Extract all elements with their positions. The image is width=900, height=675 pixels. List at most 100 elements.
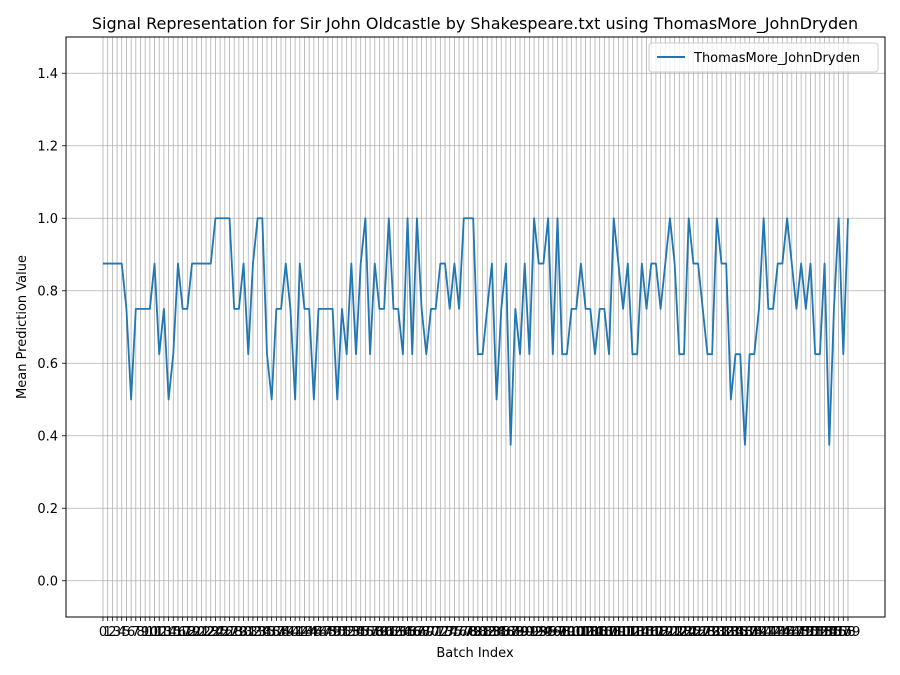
y-tick-label: 0.8 [37, 284, 58, 299]
x-tick-label: 145 [770, 625, 795, 640]
x-tick-label: 86 [498, 625, 515, 640]
x-tick-label: 3 [113, 625, 121, 640]
y-axis-label: Mean Prediction Value [15, 255, 30, 399]
x-tick-label: 12 [151, 625, 168, 640]
x-tick-label: 131 [704, 625, 729, 640]
x-tick-label: 122 [662, 625, 687, 640]
x-tick-label: 101 [564, 625, 589, 640]
x-tick-label: 102 [569, 625, 594, 640]
x-tick-label: 76 [451, 625, 468, 640]
y-tick-label: 0.0 [37, 574, 58, 589]
x-tick-label: 60 [376, 625, 393, 640]
x-tick-label: 15 [165, 625, 182, 640]
x-tick-label: 149 [789, 625, 814, 640]
x-tick-label: 137 [733, 625, 758, 640]
x-tick-label: 25 [212, 625, 229, 640]
x-tick-label: 47 [315, 625, 332, 640]
x-tick-label: 107 [592, 625, 617, 640]
x-tick-label: 8 [136, 625, 144, 640]
x-tick-label: 92 [526, 625, 543, 640]
x-tick-label: 6 [127, 625, 135, 640]
x-tick-label: 91 [521, 625, 538, 640]
y-tick-label: 0.6 [37, 357, 58, 372]
x-tick-label: 84 [488, 625, 505, 640]
x-tick-label: 44 [301, 625, 318, 640]
chart-title: Signal Representation for Sir John Oldca… [92, 14, 858, 34]
x-tick-label: 42 [292, 625, 309, 640]
y-tick-label: 0.4 [37, 429, 58, 444]
x-tick-label: 1 [104, 625, 112, 640]
x-tick-label: 158 [831, 625, 856, 640]
x-tick-label: 54 [348, 625, 365, 640]
x-tick-label: 55 [352, 625, 369, 640]
x-tick-label: 65 [399, 625, 416, 640]
x-tick-label: 123 [667, 625, 692, 640]
x-tick-label: 134 [718, 625, 743, 640]
x-tick-label: 69 [418, 625, 435, 640]
x-tick-label: 16 [170, 625, 187, 640]
x-tick-label: 75 [446, 625, 463, 640]
series-line-thomasmore-johndryden [103, 217, 849, 446]
x-tick-label: 63 [390, 625, 407, 640]
x-tick-label: 35 [259, 625, 276, 640]
x-tick-label: 7 [132, 625, 140, 640]
x-tick-label: 113 [620, 625, 645, 640]
x-tick-label: 117 [639, 625, 664, 640]
x-tick-label: 51 [334, 625, 351, 640]
x-tick-label: 24 [207, 625, 224, 640]
x-tick-label: 99 [559, 625, 576, 640]
x-tick-label: 64 [395, 625, 412, 640]
x-tick-label: 138 [737, 625, 762, 640]
x-tick-label: 133 [714, 625, 739, 640]
x-tick-label: 72 [432, 625, 449, 640]
x-tick-label: 100 [559, 625, 584, 640]
y-tick-label: 1.0 [37, 212, 58, 227]
y-tick-label: 1.4 [37, 67, 58, 82]
x-tick-label: 43 [296, 625, 313, 640]
x-tick-label: 147 [779, 625, 804, 640]
x-tick-label: 37 [268, 625, 285, 640]
x-tick-label: 5 [122, 625, 130, 640]
x-tick-label: 70 [423, 625, 440, 640]
x-tick-label: 4 [118, 625, 126, 640]
x-tick-label: 58 [366, 625, 383, 640]
x-tick-label: 150 [793, 625, 818, 640]
x-tick-label: 38 [273, 625, 290, 640]
x-tick-label: 32 [245, 625, 262, 640]
x-tick-label: 103 [573, 625, 598, 640]
x-tick-label: 10 [142, 625, 159, 640]
x-tick-label: 81 [474, 625, 491, 640]
plot-frame [65, 36, 886, 618]
x-tick-label: 114 [625, 625, 650, 640]
x-tick-label: 83 [484, 625, 501, 640]
x-tick-label: 48 [320, 625, 337, 640]
x-tick-label: 124 [672, 625, 697, 640]
x-tick-label: 144 [765, 625, 790, 640]
x-tick-label: 19 [184, 625, 201, 640]
x-tick-label: 46 [310, 625, 327, 640]
x-tick-label: 85 [493, 625, 510, 640]
x-tick-label: 67 [409, 625, 426, 640]
x-tick-label: 154 [812, 625, 837, 640]
x-tick-label: 96 [545, 625, 562, 640]
x-tick-label: 0 [99, 625, 107, 640]
x-tick-label: 14 [160, 625, 177, 640]
x-axis: 0123456789101112131415161718192021222324… [99, 617, 860, 640]
x-tick-label: 128 [690, 625, 715, 640]
x-tick-label: 45 [306, 625, 323, 640]
x-tick-label: 88 [507, 625, 524, 640]
x-tick-label: 71 [427, 625, 444, 640]
x-tick-label: 129 [695, 625, 720, 640]
x-tick-label: 116 [634, 625, 659, 640]
y-axis: 0.0 0.2 0.4 0.6 0.8 1.0 1.2 1.4 [37, 67, 66, 589]
x-tick-label: 146 [775, 625, 800, 640]
x-tick-label: 68 [413, 625, 430, 640]
x-tick-label: 28 [226, 625, 243, 640]
x-tick-label: 109 [601, 625, 626, 640]
x-tick-label: 89 [512, 625, 529, 640]
x-tick-label: 41 [287, 625, 304, 640]
x-tick-label: 66 [404, 625, 421, 640]
x-tick-label: 143 [761, 625, 786, 640]
x-tick-label: 61 [381, 625, 398, 640]
